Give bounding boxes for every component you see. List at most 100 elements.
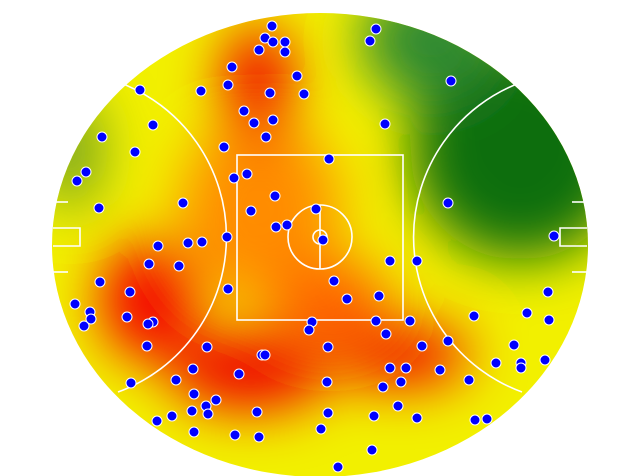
point <box>317 234 329 246</box>
point <box>416 340 428 352</box>
point <box>380 328 392 340</box>
point <box>481 413 493 425</box>
point <box>173 260 185 272</box>
point <box>368 410 380 422</box>
point <box>238 105 250 117</box>
point <box>269 190 281 202</box>
point <box>332 461 344 473</box>
point <box>341 293 353 305</box>
point <box>411 255 423 267</box>
point <box>170 374 182 386</box>
point <box>188 388 200 400</box>
point <box>270 221 282 233</box>
point <box>515 362 527 374</box>
point <box>411 412 423 424</box>
point <box>267 114 279 126</box>
point <box>328 275 340 287</box>
point <box>141 340 153 352</box>
point <box>186 405 198 417</box>
point <box>539 354 551 366</box>
point <box>147 119 159 131</box>
point <box>221 231 233 243</box>
point <box>222 79 234 91</box>
point <box>253 44 265 56</box>
point <box>468 310 480 322</box>
point <box>187 363 199 375</box>
point <box>96 131 108 143</box>
point <box>121 311 133 323</box>
point <box>152 240 164 252</box>
point <box>218 141 230 153</box>
point <box>542 286 554 298</box>
point <box>379 118 391 130</box>
point <box>442 197 454 209</box>
point <box>384 362 396 374</box>
point <box>370 23 382 35</box>
point <box>404 315 416 327</box>
point <box>298 88 310 100</box>
point <box>303 324 315 336</box>
point <box>370 315 382 327</box>
point <box>543 314 555 326</box>
point <box>322 407 334 419</box>
point <box>210 394 222 406</box>
point <box>202 408 214 420</box>
point <box>222 283 234 295</box>
point <box>93 202 105 214</box>
point <box>364 35 376 47</box>
point <box>228 172 240 184</box>
point <box>445 75 457 87</box>
point <box>373 290 385 302</box>
point <box>253 431 265 443</box>
point <box>442 335 454 347</box>
point <box>400 362 412 374</box>
point <box>142 318 154 330</box>
point <box>196 236 208 248</box>
point <box>241 168 253 180</box>
point <box>177 197 189 209</box>
point <box>248 117 260 129</box>
point <box>151 415 163 427</box>
point <box>266 20 278 32</box>
point <box>392 400 404 412</box>
point <box>94 276 106 288</box>
point <box>469 414 481 426</box>
point <box>384 255 396 267</box>
point <box>80 166 92 178</box>
point <box>166 410 178 422</box>
point <box>281 219 293 231</box>
point <box>201 341 213 353</box>
point <box>521 307 533 319</box>
point <box>310 203 322 215</box>
point <box>260 131 272 143</box>
point <box>143 258 155 270</box>
point <box>124 286 136 298</box>
point <box>182 237 194 249</box>
point <box>188 426 200 438</box>
point <box>508 339 520 351</box>
point <box>267 36 279 48</box>
point <box>85 313 97 325</box>
point <box>463 374 475 386</box>
point <box>366 444 378 456</box>
point <box>434 364 446 376</box>
point <box>195 85 207 97</box>
point <box>233 368 245 380</box>
point <box>323 153 335 165</box>
point <box>395 376 407 388</box>
point <box>245 205 257 217</box>
point <box>315 423 327 435</box>
point <box>279 36 291 48</box>
point <box>69 298 81 310</box>
point <box>322 341 334 353</box>
point <box>291 70 303 82</box>
point <box>259 349 271 361</box>
point <box>251 406 263 418</box>
point <box>490 357 502 369</box>
point <box>377 381 389 393</box>
point <box>71 175 83 187</box>
point <box>129 146 141 158</box>
point <box>229 429 241 441</box>
